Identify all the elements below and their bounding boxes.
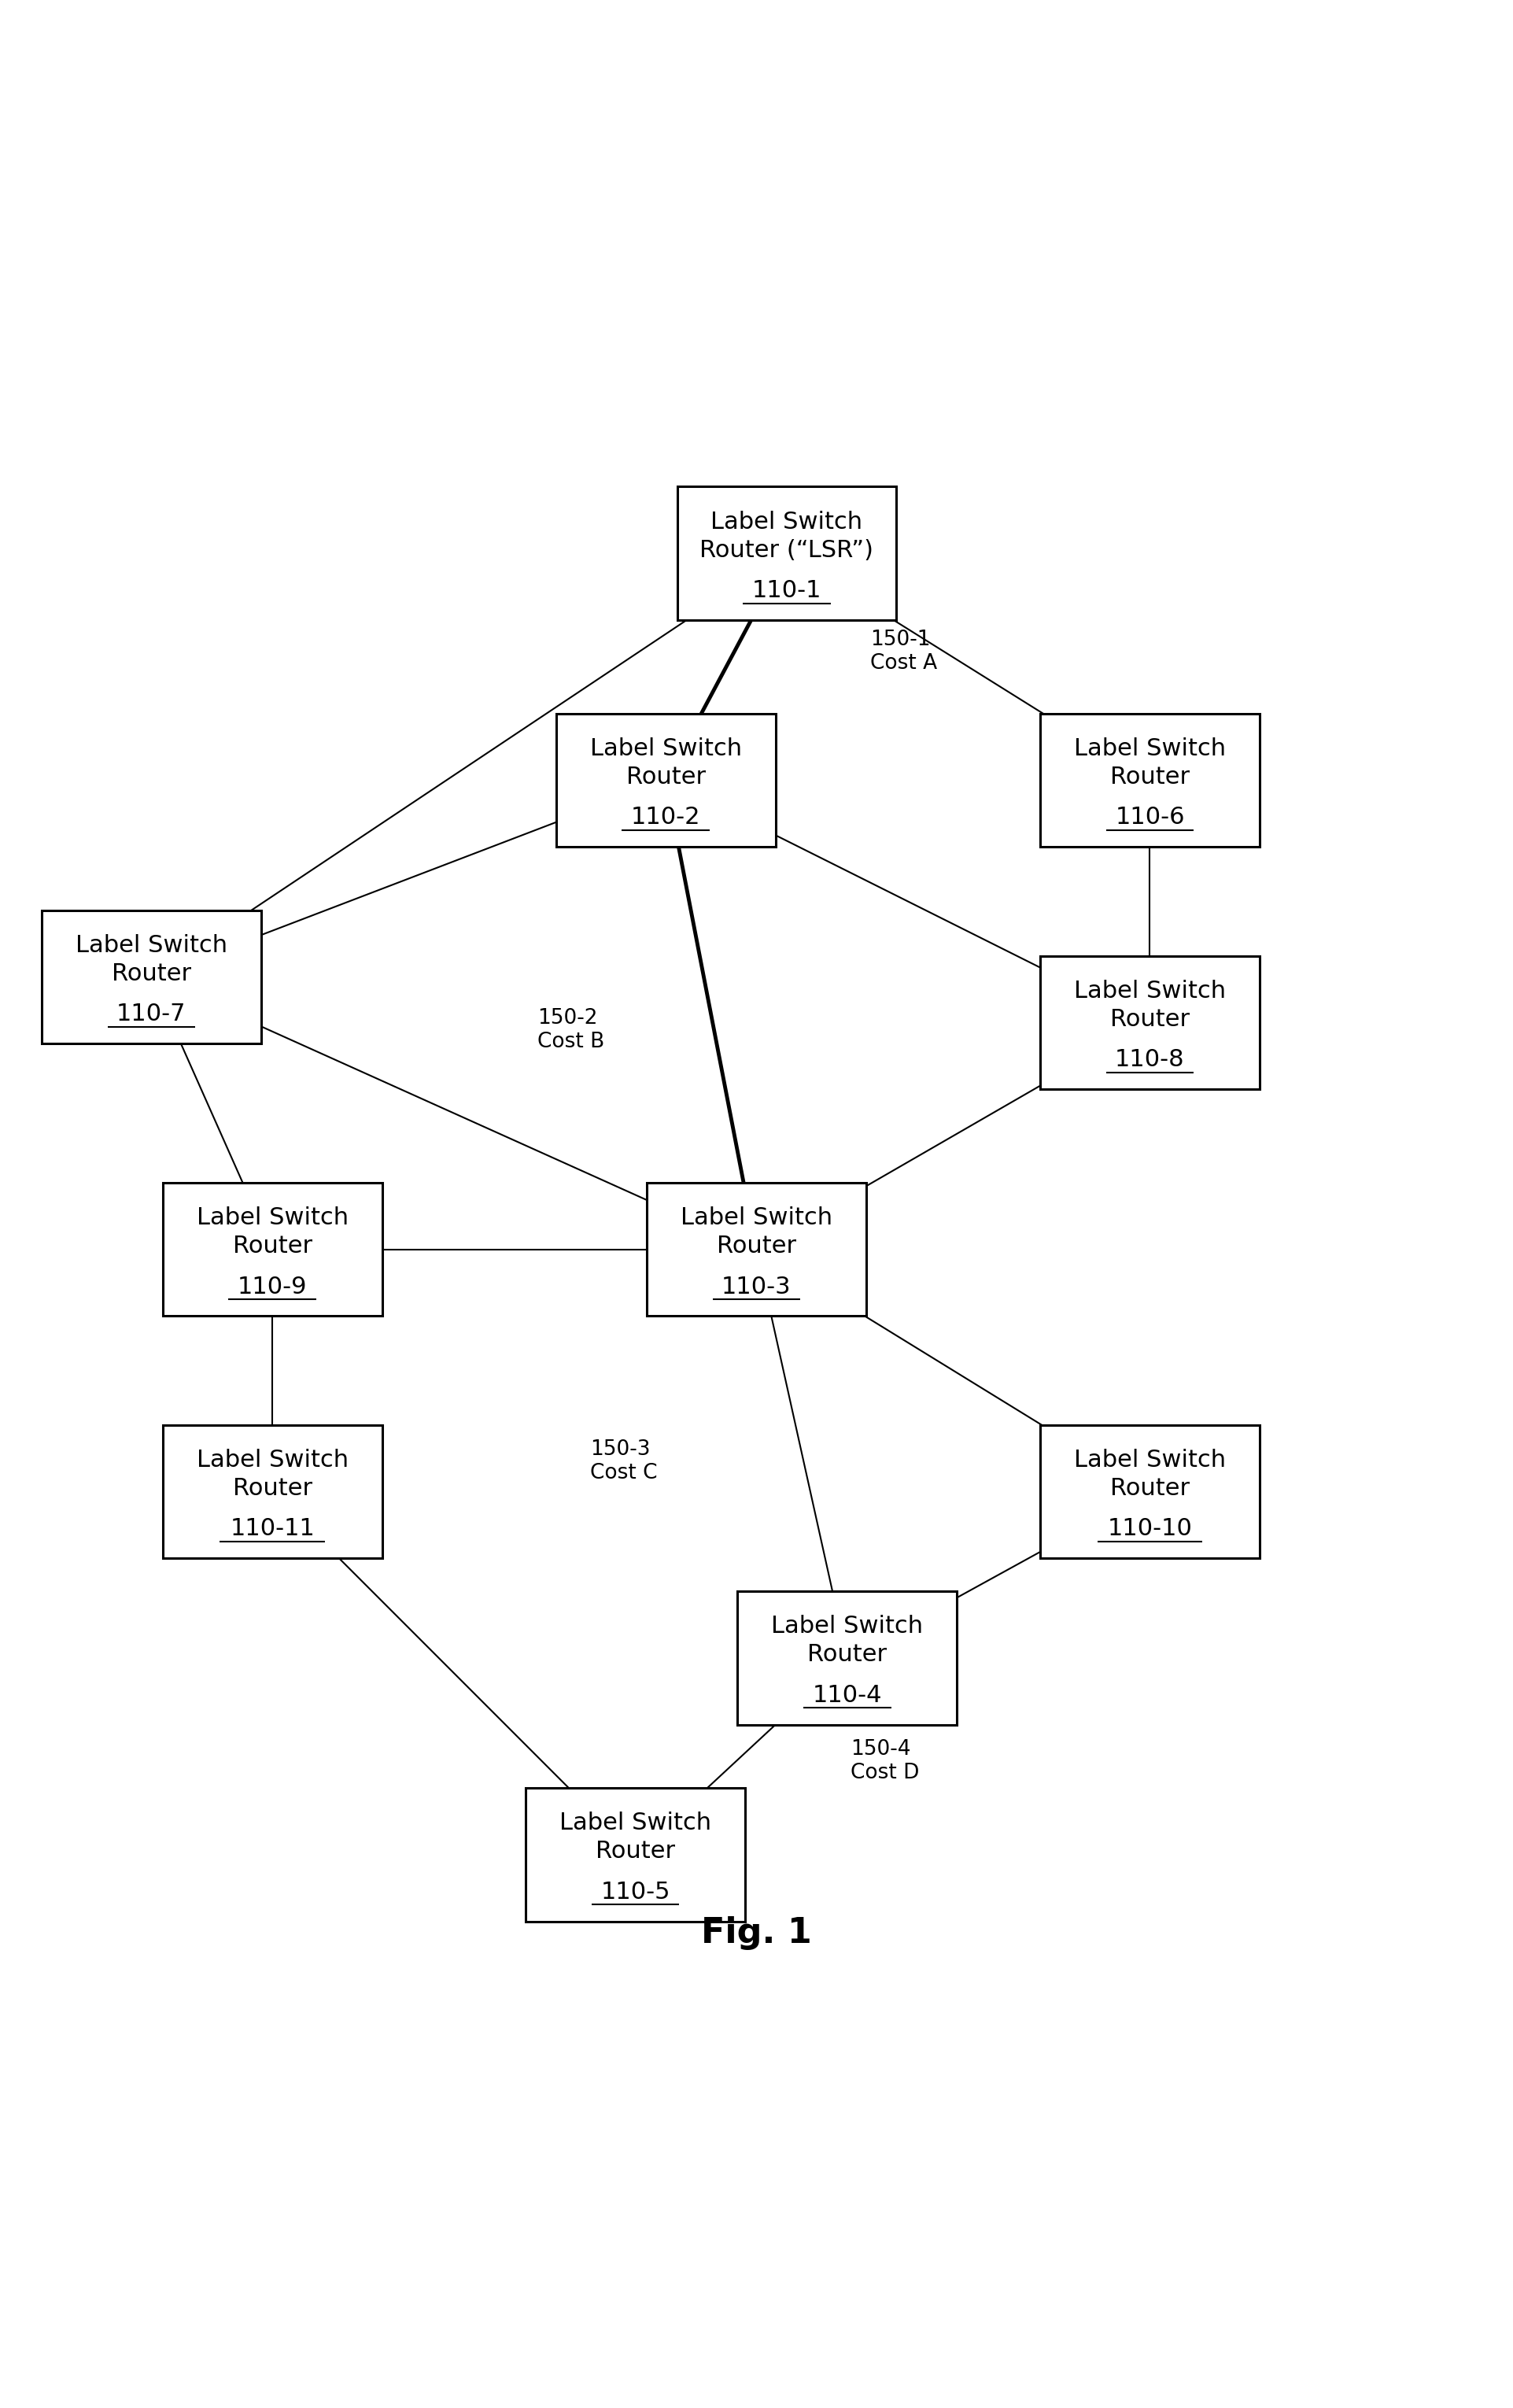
Text: Label Switch
Router: Label Switch Router xyxy=(590,737,741,787)
FancyBboxPatch shape xyxy=(1041,956,1259,1088)
Text: Label Switch
Router: Label Switch Router xyxy=(772,1616,923,1666)
Text: 110-2: 110-2 xyxy=(631,807,701,828)
Text: 150-3
Cost C: 150-3 Cost C xyxy=(590,1440,657,1483)
FancyBboxPatch shape xyxy=(738,1592,958,1724)
Text: Fig. 1: Fig. 1 xyxy=(701,1917,812,1950)
Text: 110-6: 110-6 xyxy=(1115,807,1185,828)
FancyBboxPatch shape xyxy=(163,1182,381,1317)
Text: 150-1
Cost A: 150-1 Cost A xyxy=(870,628,937,674)
Text: Label Switch
Router: Label Switch Router xyxy=(681,1206,832,1257)
Text: Label Switch
Router: Label Switch Router xyxy=(197,1450,348,1500)
Text: 110-10: 110-10 xyxy=(1108,1517,1192,1541)
Text: Label Switch
Router (“LSR”): Label Switch Router (“LSR”) xyxy=(701,510,873,561)
FancyBboxPatch shape xyxy=(1041,713,1259,848)
Text: 110-7: 110-7 xyxy=(117,1002,186,1026)
Text: 110-8: 110-8 xyxy=(1115,1047,1185,1072)
Text: Label Switch
Router: Label Switch Router xyxy=(76,934,227,985)
Text: 110-5: 110-5 xyxy=(601,1881,670,1902)
FancyBboxPatch shape xyxy=(648,1182,865,1317)
FancyBboxPatch shape xyxy=(42,910,260,1043)
FancyBboxPatch shape xyxy=(557,713,775,848)
Text: 110-11: 110-11 xyxy=(230,1517,315,1541)
Text: 110-9: 110-9 xyxy=(238,1276,307,1298)
FancyBboxPatch shape xyxy=(527,1789,744,1922)
Text: Label Switch
Router: Label Switch Router xyxy=(197,1206,348,1257)
Text: Label Switch
Router: Label Switch Router xyxy=(1074,1450,1226,1500)
Text: 150-2
Cost B: 150-2 Cost B xyxy=(537,1009,604,1052)
Text: 110-4: 110-4 xyxy=(812,1683,882,1707)
Text: Label Switch
Router: Label Switch Router xyxy=(560,1811,711,1864)
Text: Label Switch
Router: Label Switch Router xyxy=(1074,737,1226,787)
FancyBboxPatch shape xyxy=(163,1426,381,1558)
Text: Label Switch
Router: Label Switch Router xyxy=(1074,980,1226,1031)
Text: 110-3: 110-3 xyxy=(722,1276,791,1298)
FancyBboxPatch shape xyxy=(1041,1426,1259,1558)
Text: 110-1: 110-1 xyxy=(752,580,822,602)
FancyBboxPatch shape xyxy=(678,486,896,619)
Text: 150-4
Cost D: 150-4 Cost D xyxy=(850,1739,918,1782)
